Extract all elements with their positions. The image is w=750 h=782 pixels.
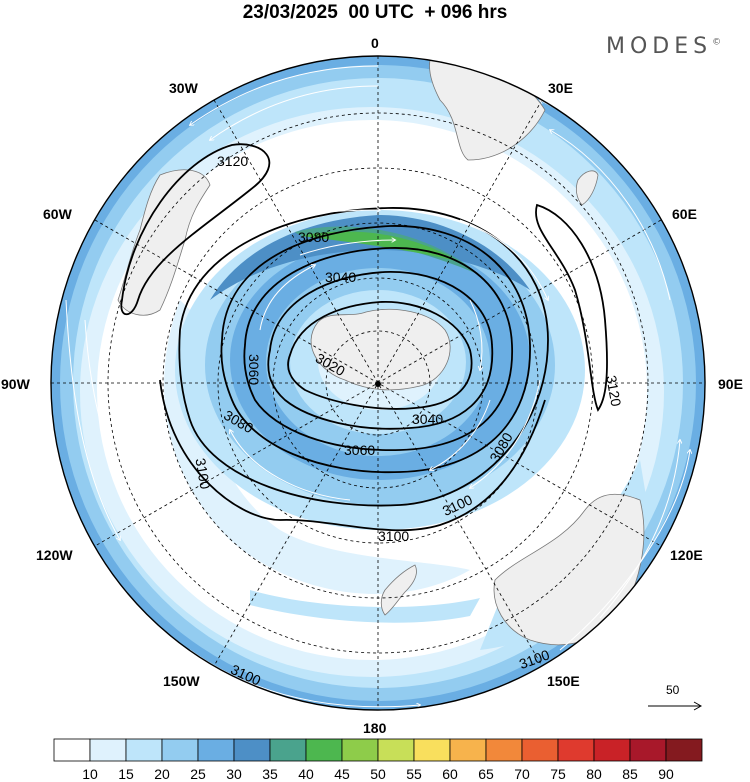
colorbar-swatch bbox=[593, 738, 631, 762]
colorbar-label: 80 bbox=[586, 766, 602, 782]
map-content bbox=[51, 56, 705, 710]
colorbar-swatch bbox=[665, 738, 703, 762]
colorbar-swatch bbox=[449, 738, 487, 762]
colorbar-swatch bbox=[557, 738, 595, 762]
colorbar-swatch bbox=[521, 738, 559, 762]
colorbar-label: 65 bbox=[478, 766, 494, 782]
contour-label: 3120 bbox=[603, 374, 624, 408]
contour-label: 3060 bbox=[344, 442, 375, 458]
colorbar-label: 50 bbox=[370, 766, 386, 782]
colorbar-swatch bbox=[629, 738, 667, 762]
colorbar-label: 90 bbox=[658, 766, 674, 782]
colorbar-swatch bbox=[161, 738, 199, 762]
lon-label-0: 0 bbox=[371, 35, 379, 51]
lon-label-60w: 60W bbox=[43, 206, 72, 222]
contour-label: 3100 bbox=[192, 457, 213, 491]
colorbar-label: 75 bbox=[550, 766, 566, 782]
lon-label-30e: 30E bbox=[548, 80, 573, 96]
antarctica bbox=[310, 308, 451, 391]
colorbar-label: 85 bbox=[622, 766, 638, 782]
australia bbox=[493, 493, 645, 646]
colorbar-label: 60 bbox=[442, 766, 458, 782]
map-border bbox=[50, 55, 706, 711]
colorbar-swatch bbox=[125, 738, 163, 762]
colorbar-swatch bbox=[341, 738, 379, 762]
lon-label-150e: 150E bbox=[547, 673, 580, 689]
colorbar-swatch bbox=[413, 738, 451, 762]
colorbar-label: 40 bbox=[298, 766, 314, 782]
colorbar-swatch bbox=[269, 738, 307, 762]
contour-label: 3120 bbox=[217, 153, 248, 169]
lon-label-30w: 30W bbox=[169, 80, 198, 96]
chart-title: 23/03/2025 00 UTC + 096 hrs bbox=[242, 2, 508, 23]
colorbar-swatch bbox=[305, 738, 343, 762]
colorbar-label: 70 bbox=[514, 766, 530, 782]
contour-label: 3040 bbox=[325, 269, 356, 285]
lon-label-180: 180 bbox=[363, 720, 387, 736]
colorbar-swatch bbox=[485, 738, 523, 762]
colorbar-label: 20 bbox=[154, 766, 170, 782]
lon-label-60e: 60E bbox=[672, 206, 697, 222]
madagascar bbox=[575, 170, 599, 206]
colorbar-label: 25 bbox=[190, 766, 206, 782]
lon-label-120w: 120W bbox=[36, 547, 73, 563]
colorbar bbox=[53, 738, 703, 762]
colorbar-label: 35 bbox=[262, 766, 278, 782]
colorbar-label: 15 bbox=[118, 766, 134, 782]
colorbar-label: 45 bbox=[334, 766, 350, 782]
colorbar-label: 10 bbox=[82, 766, 98, 782]
new-zealand bbox=[380, 564, 417, 616]
lon-label-90w: 90W bbox=[1, 376, 30, 392]
contour-label: 3080 bbox=[298, 229, 329, 245]
contour-label: 3040 bbox=[412, 411, 443, 427]
lon-label-150w: 150W bbox=[163, 673, 200, 689]
colorbar-swatch bbox=[89, 738, 127, 762]
brand-logo: MODES© bbox=[606, 34, 722, 59]
colorbar-swatch bbox=[197, 738, 235, 762]
colorbar-swatch bbox=[377, 738, 415, 762]
contour-label: 3060 bbox=[246, 354, 262, 385]
colorbar-label: 30 bbox=[226, 766, 242, 782]
lon-label-120e: 120E bbox=[670, 547, 703, 563]
south-america bbox=[117, 169, 211, 316]
lon-label-90e: 90E bbox=[718, 376, 743, 392]
colorbar-label: 55 bbox=[406, 766, 422, 782]
south-pole-marker bbox=[375, 381, 381, 387]
contour-label: 3100 bbox=[378, 528, 409, 544]
wind-arrows bbox=[65, 65, 696, 707]
reference-vector-label: 50 bbox=[666, 683, 680, 697]
colorbar-swatch bbox=[233, 738, 271, 762]
reference-vector-arrow bbox=[648, 701, 703, 711]
colorbar-swatch bbox=[53, 738, 91, 762]
wind-speed-shading bbox=[51, 56, 705, 710]
